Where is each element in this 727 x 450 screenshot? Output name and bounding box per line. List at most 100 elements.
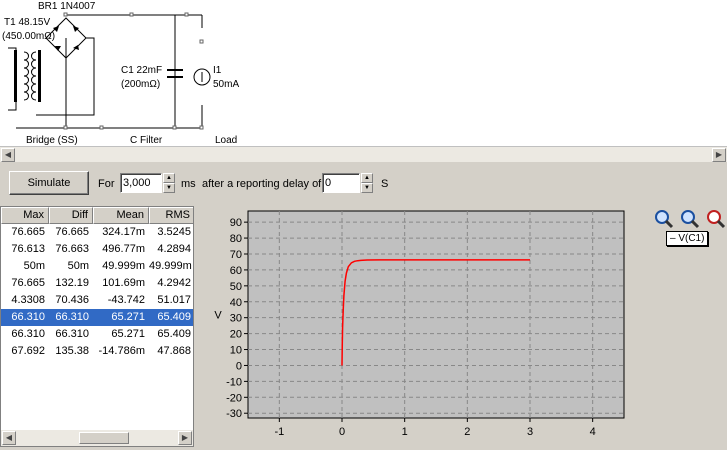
- table-cell: 4.2942: [157, 277, 191, 289]
- schematic-canvas[interactable]: BR1 1N4007 T1 48.15V (450.00mΩ) C1 22mF …: [0, 0, 727, 146]
- table-cell: 47.868: [157, 345, 191, 357]
- column-header[interactable]: Max: [1, 207, 49, 224]
- table-cell: 76.665: [11, 277, 45, 289]
- table-row[interactable]: 50m 50m 49.999m 49.999m: [1, 258, 193, 275]
- column-header[interactable]: Mean: [93, 207, 149, 224]
- table-cell: 76.665: [11, 226, 45, 238]
- circuit-drawing: [8, 12, 211, 130]
- table-cell: 76.663: [55, 243, 89, 255]
- table-header: Max Diff Mean RMS: [1, 207, 193, 224]
- column-header[interactable]: Diff: [49, 207, 93, 224]
- section-load-label: Load: [215, 135, 238, 146]
- table-cell: 65.409: [157, 311, 191, 323]
- series-line-vc1: [341, 259, 530, 366]
- chevron-down-icon[interactable]: ▼: [163, 183, 175, 193]
- x-tick-label: 0: [339, 426, 345, 438]
- load-ref-label: I1: [213, 65, 222, 76]
- delay-spinner[interactable]: ▲ ▼: [361, 173, 373, 193]
- table-cell: 4.3308: [11, 294, 45, 306]
- table-cell: 65.271: [111, 311, 145, 323]
- load-value-label: 50mA: [213, 79, 240, 90]
- table-row[interactable]: 76.665 132.19 101.69m 4.2942: [1, 275, 193, 292]
- chart-legend: – V(C1): [666, 231, 709, 246]
- scroll-right-button[interactable]: ▶: [178, 431, 192, 445]
- table-cell: 66.310: [55, 311, 89, 323]
- y-tick-label: 60: [230, 265, 242, 277]
- scroll-left-button[interactable]: ◀: [1, 148, 15, 162]
- duration-input[interactable]: 3,000: [120, 173, 162, 193]
- table-cell: 101.69m: [102, 277, 145, 289]
- y-tick-label: 80: [230, 233, 242, 245]
- x-tick-label: 3: [527, 426, 533, 438]
- x-tick-label: -1: [274, 426, 284, 438]
- y-tick-label: 40: [230, 297, 242, 309]
- transformer-ref-label: T1 48.15V: [4, 17, 51, 28]
- results-table[interactable]: Max Diff Mean RMS 76.665 76.665 324.17m 3.5…: [0, 206, 194, 447]
- table-cell: 65.409: [157, 328, 191, 340]
- capacitor-resistance-label: (200mΩ): [121, 79, 161, 90]
- table-row[interactable]: 66.310 66.310 65.271 65.409: [1, 326, 193, 343]
- table-cell: 4.2894: [157, 243, 191, 255]
- table-cell: 51.017: [157, 294, 191, 306]
- bridge-ref-label: BR1 1N4007: [38, 1, 96, 12]
- table-cell: 132.19: [55, 277, 89, 289]
- x-tick-label: 2: [464, 426, 470, 438]
- table-row[interactable]: 4.3308 70.436 -43.742 51.017: [1, 292, 193, 309]
- zoom-out-icon[interactable]: [679, 208, 701, 230]
- capacitor-ref-label: C1 22mF: [121, 65, 163, 76]
- y-tick-label: 20: [230, 329, 242, 341]
- table-cell: -14.786m: [98, 345, 145, 357]
- seconds-unit-label: S: [381, 178, 389, 190]
- chevron-down-icon[interactable]: ▼: [361, 183, 373, 193]
- y-tick-label: 10: [230, 345, 242, 357]
- y-axis-label: V: [214, 310, 222, 322]
- table-row[interactable]: 66.310 66.310 65.271 65.409: [1, 309, 193, 326]
- table-cell: 76.665: [55, 226, 89, 238]
- section-filter-label: C Filter: [130, 135, 163, 146]
- y-tick-label: -30: [226, 408, 242, 420]
- table-horizontal-scrollbar[interactable]: ◀ ▶: [1, 430, 193, 446]
- section-bridge-label: Bridge (SS): [26, 135, 78, 146]
- table-row[interactable]: 76.665 76.665 324.17m 3.5245: [1, 224, 193, 241]
- y-tick-label: 0: [236, 360, 242, 372]
- table-cell: 66.310: [11, 328, 45, 340]
- for-label: For: [98, 178, 115, 190]
- x-tick-label: 4: [590, 426, 596, 438]
- table-cell: 50m: [23, 260, 45, 272]
- y-tick-label: 30: [230, 313, 242, 325]
- chevron-up-icon[interactable]: ▲: [361, 173, 373, 183]
- x-tick-label: 1: [402, 426, 408, 438]
- table-cell: 67.692: [11, 345, 45, 357]
- y-tick-label: -10: [226, 376, 242, 388]
- table-cell: 496.77m: [102, 243, 145, 255]
- delay-input[interactable]: 0: [322, 173, 360, 193]
- schematic-horizontal-scrollbar[interactable]: ◀ ▶: [0, 146, 727, 162]
- table-row[interactable]: 67.692 135.38 -14.786m 47.868: [1, 343, 193, 360]
- table-cell: 135.38: [55, 345, 89, 357]
- ms-unit-label: ms: [181, 178, 196, 190]
- chevron-up-icon[interactable]: ▲: [163, 173, 175, 183]
- scroll-right-button[interactable]: ▶: [712, 148, 726, 162]
- zoom-reset-icon[interactable]: [705, 208, 727, 230]
- table-cell: -43.742: [107, 294, 145, 306]
- delay-label: after a reporting delay of: [202, 178, 322, 190]
- table-cell: 49.999m: [102, 260, 145, 272]
- scroll-left-button[interactable]: ◀: [2, 431, 16, 445]
- simulation-toolbar: Simulate For 3,000 ▲ ▼ ms after a report…: [0, 162, 727, 204]
- table-row[interactable]: 76.613 76.663 496.77m 4.2894: [1, 241, 193, 258]
- zoom-in-icon[interactable]: [653, 208, 675, 230]
- table-cell: 66.310: [55, 328, 89, 340]
- y-tick-label: -20: [226, 392, 242, 404]
- table-cell: 49.999m: [149, 260, 192, 272]
- table-cell: 66.310: [11, 311, 45, 323]
- scroll-thumb[interactable]: [79, 432, 129, 444]
- y-tick-label: 70: [230, 249, 242, 261]
- simulate-button[interactable]: Simulate: [9, 171, 89, 195]
- plot-background: [247, 210, 625, 419]
- table-cell: 65.271: [111, 328, 145, 340]
- transformer-resistance-label: (450.00mΩ): [2, 31, 56, 42]
- column-header[interactable]: RMS: [149, 207, 193, 224]
- duration-spinner[interactable]: ▲ ▼: [163, 173, 175, 193]
- table-cell: 70.436: [55, 294, 89, 306]
